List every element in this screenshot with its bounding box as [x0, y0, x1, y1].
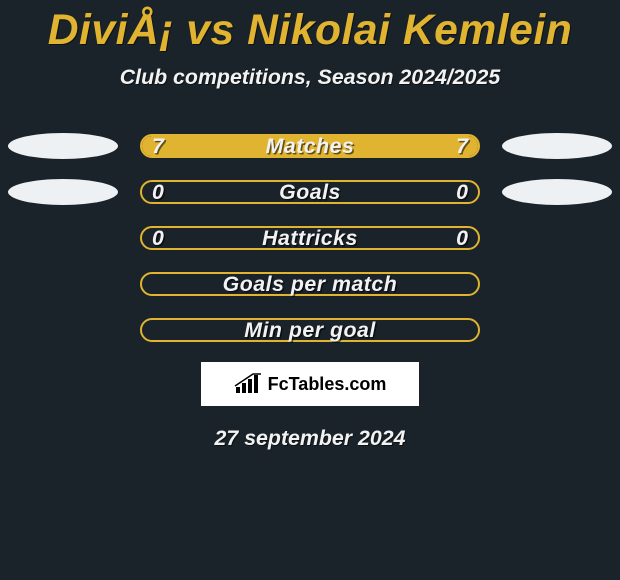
stat-bar [140, 318, 480, 342]
comparison-card: DiviÅ¡ vs Nikolai Kemlein Club competiti… [0, 0, 620, 580]
chart-icon [234, 373, 262, 395]
stat-bar [140, 134, 480, 158]
player-marker-left [8, 133, 118, 159]
logo-text: FcTables.com [268, 374, 387, 395]
stat-row: Goals00 [140, 180, 480, 204]
stat-rows: Matches77 Goals00 Hattricks00 Goals per mat… [0, 134, 620, 342]
stat-bar [140, 226, 480, 250]
player-marker-right [502, 179, 612, 205]
stat-row: Matches77 [140, 134, 480, 158]
stat-bar [140, 180, 480, 204]
stat-row: Hattricks00 [140, 226, 480, 250]
fill-left [142, 136, 310, 156]
fill-right [310, 136, 478, 156]
player-marker-left [8, 179, 118, 205]
page-subtitle: Club competitions, Season 2024/2025 [0, 65, 620, 90]
stat-row: Min per goal [140, 318, 480, 342]
stat-row: Goals per match [140, 272, 480, 296]
stat-bar [140, 272, 480, 296]
player-marker-right [502, 133, 612, 159]
date-label: 27 september 2024 [0, 426, 620, 451]
page-title: DiviÅ¡ vs Nikolai Kemlein [0, 6, 620, 55]
fctables-logo[interactable]: FcTables.com [201, 362, 419, 406]
